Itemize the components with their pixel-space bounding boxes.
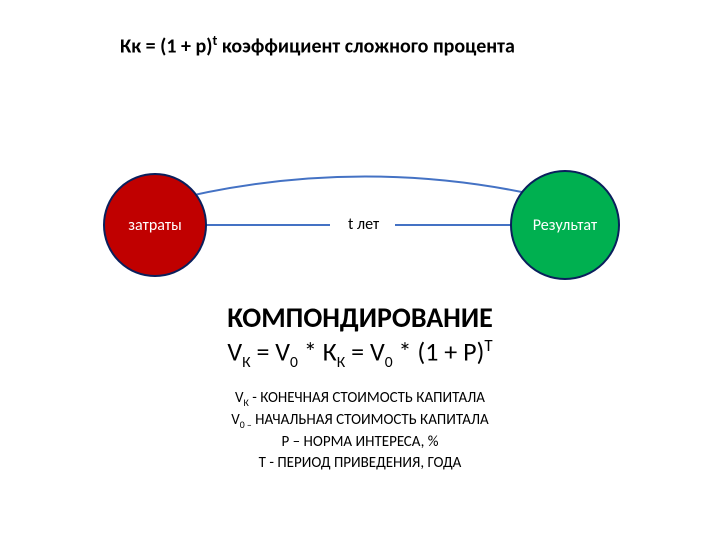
- connector-line-left: [200, 224, 330, 226]
- node-result-label: Результат: [533, 216, 597, 235]
- legend-line-4: Т - ПЕРИОД ПРИВЕДЕНИЯ, ГОДА: [0, 453, 720, 473]
- title-suffix: коэффициент сложного процента: [217, 35, 514, 59]
- compounding-heading: КОМПОНДИРОВАНИЕ: [0, 300, 720, 335]
- legend-line-2: V0 – НАЧАЛЬНАЯ СТОИМОСТЬ КАПИТАЛА: [0, 410, 720, 432]
- legend-block: VК - КОНЕЧНАЯ СТОИМОСТЬ КАПИТАЛА V0 – НА…: [0, 388, 720, 473]
- title-formula: Кк = (1 + р)t коэффициент сложного проце…: [120, 32, 515, 59]
- node-costs-label: затраты: [128, 216, 181, 235]
- node-costs: затраты: [103, 173, 207, 277]
- connector-line-right: [395, 224, 520, 226]
- flow-diagram: затраты Результат t лет: [90, 165, 630, 285]
- compounding-formula: VК = V0 * КК = V0 * (1 + Р)Т: [0, 335, 720, 372]
- node-result: Результат: [510, 170, 620, 280]
- title-prefix: Кк = (1 + р): [120, 35, 213, 59]
- mid-label: t лет: [348, 215, 379, 234]
- legend-line-1: VК - КОНЕЧНАЯ СТОИМОСТЬ КАПИТАЛА: [0, 388, 720, 410]
- legend-line-3: Р – НОРМА ИНТЕРЕСА, %: [0, 432, 720, 452]
